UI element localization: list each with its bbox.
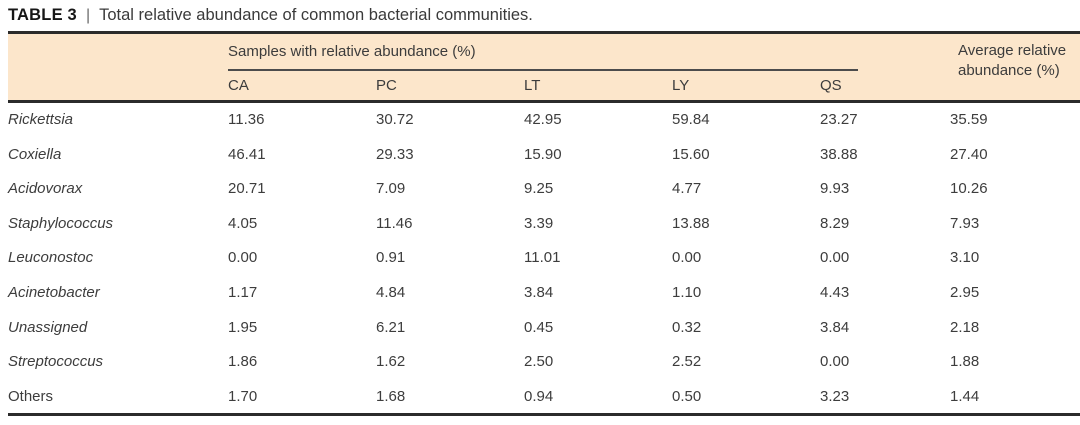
value-qs: 3.84 — [820, 318, 850, 336]
column-header-ca: CA — [228, 76, 249, 94]
table-caption: TABLE 3 | Total relative abundance of co… — [8, 0, 1080, 31]
value-average: 27.40 — [950, 145, 988, 163]
value-qs: 4.43 — [820, 284, 850, 301]
taxon-name: Acinetobacter — [8, 284, 100, 301]
value-ly: 2.52 — [672, 353, 702, 371]
table-row: Coxiella 46.41 29.33 15.90 15.60 38.88 2… — [8, 137, 1080, 172]
value-ly: 1.10 — [672, 284, 702, 301]
value-lt: 0.45 — [524, 318, 554, 336]
average-column-header: Average relative abundance (%) — [958, 41, 1066, 81]
value-lt: 15.90 — [524, 145, 562, 163]
taxon-name: Streptococcus — [8, 353, 104, 371]
samples-group-underline — [228, 69, 858, 71]
value-ca: 0.00 — [228, 249, 258, 267]
table-row: Unassigned 1.95 6.21 0.45 0.32 3.84 2.18 — [8, 310, 1080, 345]
samples-group-header: Samples with relative abundance (%) — [228, 43, 476, 60]
table-label: TABLE 3 — [8, 6, 77, 24]
value-ca: 4.05 — [228, 214, 258, 232]
value-average: 2.95 — [950, 284, 980, 301]
value-ly: 0.32 — [672, 318, 702, 336]
column-header-ly: LY — [672, 76, 690, 94]
value-average: 2.18 — [950, 318, 980, 336]
value-ca: 1.17 — [228, 284, 258, 301]
value-ly: 0.00 — [672, 249, 702, 267]
column-header-pc: PC — [376, 76, 397, 94]
value-lt: 11.01 — [524, 249, 561, 267]
value-lt: 42.95 — [524, 111, 562, 129]
table-header-band: Samples with relative abundance (%) CA P… — [8, 34, 1080, 100]
taxon-name: Acidovorax — [8, 180, 83, 198]
average-header-line2: abundance (%) — [958, 62, 1060, 79]
value-ly: 4.77 — [672, 180, 702, 198]
value-average: 10.26 — [950, 180, 988, 198]
value-ca: 11.36 — [228, 111, 265, 129]
value-average: 3.10 — [950, 249, 980, 267]
header-bottom-rule — [8, 100, 1080, 103]
value-lt: 0.94 — [524, 387, 554, 405]
value-ca: 1.70 — [228, 387, 258, 405]
value-pc: 7.09 — [376, 180, 406, 198]
caption-text: Total relative abundance of common bacte… — [99, 6, 533, 24]
taxon-name: Others — [8, 387, 54, 405]
bottom-rule — [8, 413, 1080, 417]
top-rule — [8, 31, 1080, 34]
value-ca: 20.71 — [228, 180, 266, 198]
value-lt: 3.84 — [524, 284, 554, 301]
value-ca: 1.95 — [228, 318, 258, 336]
taxon-name: Unassigned — [8, 318, 88, 336]
value-pc: 4.84 — [376, 284, 406, 301]
value-average: 1.44 — [950, 387, 980, 405]
value-qs: 9.93 — [820, 180, 850, 198]
table-row: Acinetobacter 1.17 4.84 3.84 1.10 4.43 2… — [8, 275, 1080, 310]
value-ly: 0.50 — [672, 387, 702, 405]
table-row: Acidovorax 20.71 7.09 9.25 4.77 9.93 10.… — [8, 172, 1080, 207]
taxon-name: Coxiella — [8, 145, 62, 163]
column-header-qs: QS — [820, 76, 842, 94]
value-ly: 59.84 — [672, 111, 710, 129]
value-average: 1.88 — [950, 353, 980, 371]
column-header-lt: LT — [524, 76, 541, 94]
value-pc: 1.62 — [376, 353, 406, 371]
value-ca: 46.41 — [228, 145, 266, 163]
value-qs: 38.88 — [820, 145, 858, 163]
value-pc: 6.21 — [376, 318, 406, 336]
value-average: 35.59 — [950, 111, 988, 129]
table-row: Leuconostoc 0.00 0.91 11.01 0.00 0.00 3.… — [8, 241, 1080, 276]
value-pc: 29.33 — [376, 145, 414, 163]
table-row: Rickettsia 11.36 30.72 42.95 59.84 23.27… — [8, 103, 1080, 138]
sample-column-headers: CA PC LT LY QS — [8, 70, 1080, 100]
table-row: Staphylococcus 4.05 11.46 3.39 13.88 8.2… — [8, 206, 1080, 241]
value-ca: 1.86 — [228, 353, 258, 371]
taxon-name: Rickettsia — [8, 111, 74, 129]
value-lt: 2.50 — [524, 353, 554, 371]
taxon-name: Staphylococcus — [8, 214, 114, 232]
value-average: 7.93 — [950, 214, 980, 232]
taxon-name: Leuconostoc — [8, 249, 94, 267]
value-ly: 13.88 — [672, 214, 710, 232]
value-pc: 11.46 — [376, 214, 413, 232]
value-qs: 3.23 — [820, 387, 850, 405]
value-pc: 0.91 — [376, 249, 406, 267]
caption-separator: | — [85, 6, 91, 24]
value-lt: 3.39 — [524, 214, 554, 232]
value-pc: 1.68 — [376, 387, 406, 405]
average-header-line1: Average relative — [958, 42, 1067, 59]
value-qs: 0.00 — [820, 249, 850, 267]
value-qs: 23.27 — [820, 111, 858, 129]
value-qs: 8.29 — [820, 214, 850, 232]
value-qs: 0.00 — [820, 353, 850, 371]
value-lt: 9.25 — [524, 180, 554, 198]
value-ly: 15.60 — [672, 145, 710, 163]
table-row: Streptococcus 1.86 1.62 2.50 2.52 0.00 1… — [8, 344, 1080, 379]
value-pc: 30.72 — [376, 111, 414, 129]
table-container: TABLE 3 | Total relative abundance of co… — [8, 0, 1080, 417]
table-body: Rickettsia 11.36 30.72 42.95 59.84 23.27… — [8, 103, 1080, 414]
table-row: Others 1.70 1.68 0.94 0.50 3.23 1.44 — [8, 379, 1080, 414]
